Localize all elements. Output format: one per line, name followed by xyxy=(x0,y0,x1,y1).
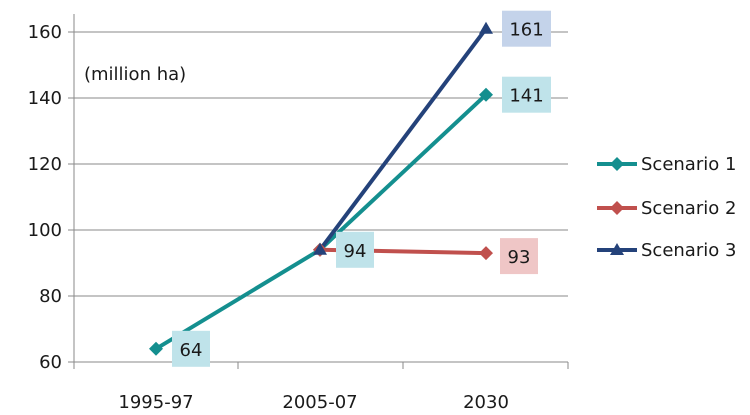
legend-label: Scenario 2 xyxy=(641,198,736,219)
series-line-1 xyxy=(154,93,488,351)
data-labels: 64 94 141 93 161 xyxy=(172,10,551,367)
legend-marker xyxy=(610,201,624,215)
legend-item-1: Scenario 1 xyxy=(597,154,736,175)
data-label-bg xyxy=(500,238,538,275)
legend-label: Scenario 1 xyxy=(641,154,736,175)
data-label-bg xyxy=(172,330,210,367)
series-2-point xyxy=(479,246,493,261)
x-axis-ticks: 1995-97 2005-07 2030 xyxy=(118,392,509,413)
legend: Scenario 1 Scenario 2 Scenario 3 xyxy=(597,154,736,261)
y-tick-label: 160 xyxy=(28,22,62,43)
data-label-bg xyxy=(336,231,374,268)
legend-item-2: Scenario 2 xyxy=(597,198,736,219)
series-3-point xyxy=(313,242,327,255)
legend-marker xyxy=(610,243,624,255)
series-markers xyxy=(149,21,493,356)
unit-label: (million ha) xyxy=(84,64,186,85)
legend-label: Scenario 3 xyxy=(641,240,736,261)
series-line-3 xyxy=(318,27,488,252)
data-label: 141 xyxy=(509,86,543,107)
series-1-point xyxy=(149,341,163,356)
legend-marker xyxy=(610,157,624,171)
data-label: 93 xyxy=(508,247,531,268)
y-tick-label: 60 xyxy=(39,352,62,373)
axes xyxy=(68,14,569,369)
series-lines xyxy=(154,27,488,351)
data-label: 161 xyxy=(509,20,543,41)
x-tick-label: 2005-07 xyxy=(282,392,357,413)
data-label-bg xyxy=(502,10,551,47)
x-tick-label: 1995-97 xyxy=(118,392,193,413)
y-tick-label: 140 xyxy=(28,88,62,109)
series-1-point xyxy=(479,87,493,102)
y-tick-label: 100 xyxy=(28,220,62,241)
series-3-point xyxy=(479,21,493,34)
y-tick-label: 80 xyxy=(39,286,62,307)
y-tick-label: 120 xyxy=(28,154,62,175)
data-label-bg xyxy=(502,76,551,113)
legend-item-3: Scenario 3 xyxy=(597,240,736,261)
y-axis-ticks: 60 80 100 120 140 160 xyxy=(28,22,62,373)
data-label: 64 xyxy=(180,340,203,361)
x-tick-label: 2030 xyxy=(463,392,509,413)
data-label: 94 xyxy=(344,241,367,262)
